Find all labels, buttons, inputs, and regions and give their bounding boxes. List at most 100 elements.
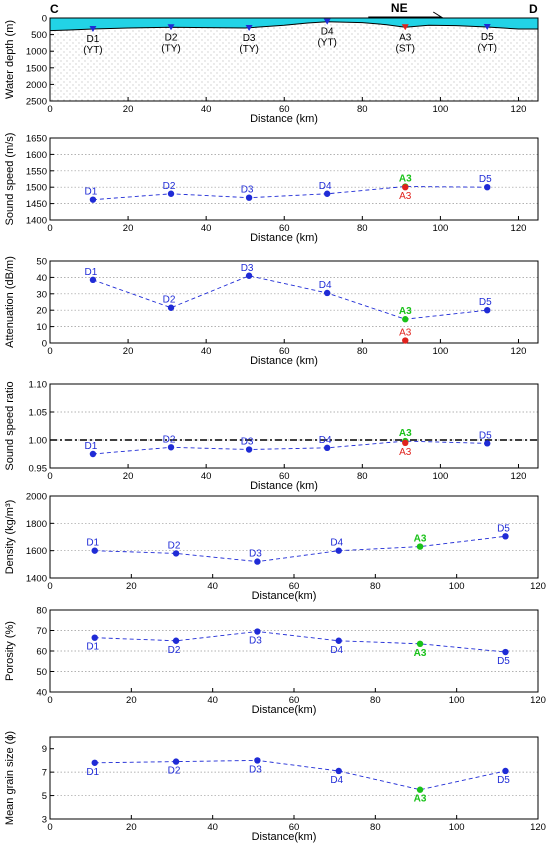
y-tick-label: 10 [36, 322, 47, 333]
y-tick-label: 50 [36, 667, 47, 678]
data-label: D3 [241, 263, 254, 274]
station-type-label: (YT) [317, 38, 336, 49]
y-tick-label: 20 [36, 306, 47, 317]
data-point [502, 648, 509, 656]
x-tick-label: 60 [279, 223, 290, 234]
y-tick-label: 2000 [26, 492, 47, 503]
x-tick-label: 0 [47, 581, 52, 592]
y-axis-label: Density (kg/m³) [4, 500, 16, 575]
y-tick-label: 0 [42, 339, 47, 350]
y-tick-label: 1000 [26, 47, 47, 58]
y-tick-label: 40 [36, 273, 47, 284]
data-point [416, 786, 424, 793]
station-label: D2 [165, 32, 178, 43]
x-axis-label: Distance (km) [250, 113, 318, 125]
series-line [94, 759, 506, 791]
sound-speed-chart: 0 20 40 60 80 100 120 1400 1450 1500 1550 1600 1650 D… [4, 133, 539, 244]
x-tick-label: 120 [511, 223, 527, 234]
data-label: A3 [399, 174, 412, 185]
x-tick-label: 80 [357, 346, 368, 357]
data-label: D1 [85, 267, 98, 278]
y-tick-label: 1.05 [29, 408, 48, 419]
plot-frame [49, 736, 539, 820]
station-type-label: (YT) [83, 45, 102, 56]
x-tick-label: 0 [47, 471, 52, 482]
x-tick-label: 120 [530, 822, 546, 833]
x-tick-label: 40 [207, 581, 218, 592]
data-point [172, 758, 180, 765]
x-tick-label: 20 [126, 581, 137, 592]
y-tick-label: 30 [36, 289, 47, 300]
station-marker [89, 25, 97, 32]
y-tick-label: 60 [36, 647, 47, 658]
data-point [254, 628, 261, 635]
station-label: D3 [243, 33, 256, 44]
y-tick-label: 0.95 [29, 464, 48, 475]
density-chart: 0 20 40 60 80 100 120 1400 1600 1800 2000 Distance(… [4, 492, 546, 603]
data-label: D1 [86, 538, 99, 549]
data-point [245, 272, 253, 279]
station-type-label: (TY) [239, 44, 258, 55]
y-tick-label: 1400 [26, 216, 47, 227]
x-tick-label: 20 [126, 822, 137, 833]
data-point [416, 640, 424, 648]
data-point [89, 276, 97, 284]
station-label: D1 [87, 34, 100, 45]
y-tick-label: 1400 [26, 574, 47, 585]
data-point [402, 184, 409, 191]
data-point [89, 450, 97, 458]
x-tick-label: 120 [530, 695, 546, 706]
x-tick-label: 20 [123, 223, 134, 234]
data-point [323, 444, 331, 452]
y-axis-label: Mean grain size (ϕ) [4, 731, 16, 825]
data-label: D2 [168, 540, 181, 551]
series-line [92, 186, 488, 201]
data-label: D1 [86, 767, 99, 778]
data-point [245, 446, 253, 453]
x-tick-label: 40 [201, 104, 212, 115]
series-line [94, 631, 506, 653]
x-tick-label: 120 [511, 471, 527, 482]
seafloor-line [49, 21, 538, 32]
data-point [402, 439, 409, 446]
data-point [502, 533, 509, 540]
data-label: D5 [479, 430, 492, 441]
y-tick-label: 80 [36, 606, 47, 617]
x-tick-label: 20 [123, 104, 134, 115]
x-tick-label: 80 [357, 471, 368, 482]
y-tick-label: 70 [36, 626, 47, 637]
plot-frame [49, 495, 539, 579]
y-tick-label: 1450 [26, 199, 47, 210]
data-point [484, 184, 491, 191]
data-point [335, 547, 342, 554]
y-tick-label: 7 [42, 768, 47, 779]
x-tick-label: 40 [201, 223, 212, 234]
data-label: A3 [399, 328, 412, 339]
x-tick-label: 100 [432, 104, 448, 115]
x-tick-label: 80 [370, 581, 381, 592]
y-tick-label: 1.10 [29, 380, 48, 391]
x-tick-label: 100 [449, 822, 465, 833]
station-marker [401, 24, 409, 31]
y-axis-label: Sound speed (m/s) [4, 133, 16, 226]
x-tick-label: 100 [432, 346, 448, 357]
y-axis-label: Sound speed ratio [4, 381, 16, 470]
y-tick-label: 9 [42, 744, 47, 755]
data-point [172, 637, 180, 644]
x-axis-label: Distance(km) [252, 831, 317, 843]
bathymetry-chart: 0 20 40 60 80 100 120 0 500 1000 1500 2000 2500 Dista… [4, 1, 539, 125]
x-tick-label: 60 [279, 104, 290, 115]
y-tick-label: 1600 [26, 150, 47, 161]
series-line [94, 535, 506, 563]
data-label: D4 [319, 435, 332, 446]
x-tick-label: 60 [289, 822, 300, 833]
data-label: D4 [319, 280, 332, 291]
data-point [91, 547, 98, 554]
x-tick-label: 20 [123, 346, 134, 357]
station-marker [245, 24, 253, 31]
x-tick-label: 100 [432, 471, 448, 482]
x-tick-label: 80 [357, 104, 368, 115]
x-axis-label: Distance(km) [252, 590, 317, 602]
sediment-texture [50, 21, 538, 102]
